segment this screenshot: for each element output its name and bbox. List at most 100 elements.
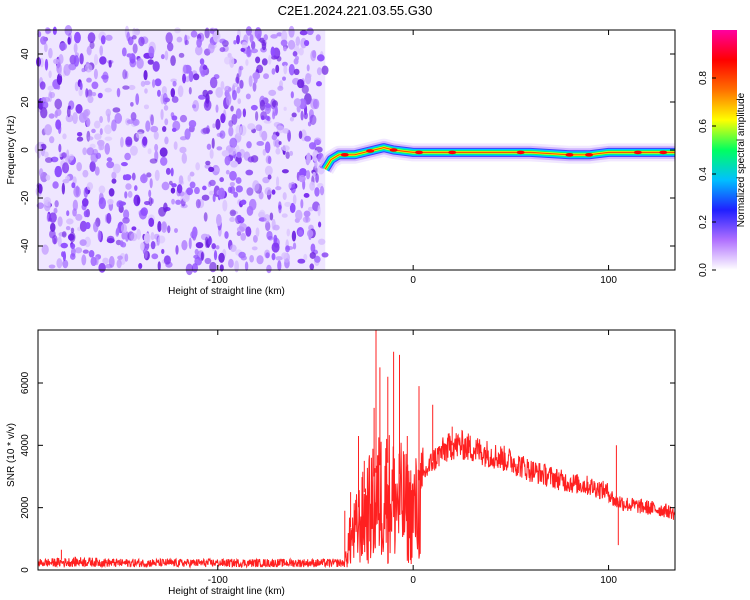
noise-blob [246,26,252,36]
noise-blob [80,82,83,90]
noise-blob [49,92,55,98]
noise-blob [175,200,181,205]
noise-blob [246,48,252,57]
noise-blob [256,255,263,264]
noise-blob [143,70,147,80]
noise-blob [172,96,179,103]
noise-blob [152,79,155,88]
noise-blob [307,64,310,71]
noise-blob [219,39,226,44]
noise-blob [245,226,251,236]
noise-blob [222,150,230,157]
noise-blob [298,175,305,182]
noise-blob [105,88,112,93]
noise-blob [306,170,310,179]
noise-blob [105,136,113,140]
noise-blob [266,265,271,273]
noise-blob [52,181,58,189]
noise-blob [99,116,103,123]
noise-blob [94,69,98,80]
noise-blob [272,242,280,252]
noise-blob [166,168,171,175]
noise-blob [214,250,217,260]
noise-blob [171,168,174,177]
noise-blob [210,77,217,88]
noise-blob [309,263,314,270]
noise-blob [148,218,154,227]
noise-blob [220,113,225,123]
noise-blob [228,259,234,268]
noise-blob [61,152,67,158]
noise-blob [154,144,158,152]
noise-blob [74,32,81,43]
noise-blob [265,252,269,258]
noise-blob [161,221,167,233]
noise-blob [284,107,287,111]
noise-region [35,25,329,275]
noise-blob [130,233,137,241]
noise-blob [212,138,215,149]
noise-blob [134,185,138,191]
noise-blob [263,73,269,79]
noise-blob [125,253,129,261]
snr-y-axis-title: SNR (10 * v/v) [6,423,17,487]
noise-blob [202,127,210,133]
noise-blob [272,68,276,75]
noise-blob [291,91,294,98]
noise-blob [279,141,282,145]
noise-blob [252,180,259,191]
noise-blob [92,149,98,155]
noise-blob [205,161,210,166]
noise-blob [98,230,102,241]
noise-blob [48,202,51,207]
track-peak [585,153,593,157]
noise-blob [162,182,170,191]
noise-blob [49,113,55,118]
noise-blob [303,254,307,260]
noise-blob [71,182,75,188]
noise-blob [247,123,255,130]
noise-blob [271,46,275,56]
y-tick-label: 4000 [20,434,31,457]
track-peak [659,151,667,155]
noise-blob [75,104,82,114]
noise-blob [117,88,121,97]
noise-blob [113,107,121,112]
noise-blob [233,83,239,87]
noise-blob [150,178,153,188]
noise-blob [91,129,96,133]
noise-blob [125,183,131,190]
noise-blob [317,205,320,216]
noise-blob [49,136,54,143]
noise-blob [236,177,242,184]
noise-blob [117,256,123,260]
chart-title: C2E1.2024.221.03.55.G30 [278,3,433,18]
noise-blob [228,187,232,193]
noise-blob [100,128,103,135]
noise-blob [276,176,279,187]
noise-blob [205,27,210,38]
noise-blob [310,115,317,125]
noise-blob [313,99,319,109]
noise-blob [144,88,148,94]
noise-blob [185,40,189,45]
noise-blob [105,264,112,269]
noise-blob [76,162,82,171]
noise-blob [221,81,225,90]
noise-blob [94,121,101,129]
noise-blob [124,174,132,180]
noise-blob [137,196,140,205]
noise-blob [158,235,166,243]
noise-blob [183,65,189,74]
noise-blob [284,202,291,207]
noise-blob [56,258,62,268]
noise-blob [98,93,103,99]
noise-blob [253,73,257,84]
noise-blob [111,178,116,183]
noise-blob [62,162,69,173]
noise-blob [80,239,87,246]
noise-blob [172,115,178,120]
noise-blob [286,229,290,237]
noise-blob [227,94,231,100]
noise-blob [207,144,212,150]
